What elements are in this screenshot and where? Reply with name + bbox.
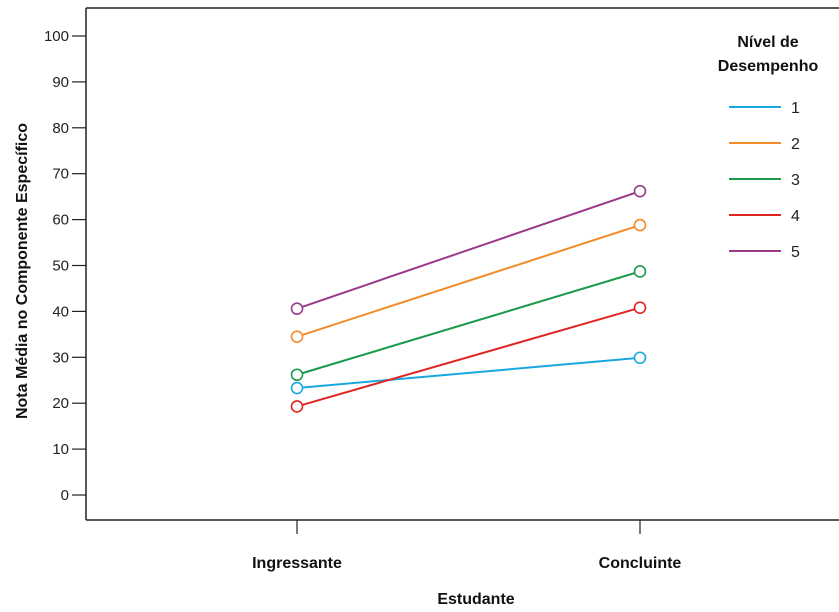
data-point-2-concluinte — [633, 218, 647, 232]
series-line-1 — [296, 356, 641, 390]
series-4 — [290, 301, 647, 413]
x-axis-categories: Ingressante Concluinte — [252, 520, 681, 572]
data-point-3-ingressante — [290, 368, 304, 382]
y-tick-label-40: 40 — [52, 303, 69, 320]
series-group — [290, 184, 647, 413]
data-point-3-concluinte — [633, 265, 647, 278]
data-point-4-ingressante — [290, 400, 304, 413]
legend-item-3: 3 — [729, 172, 800, 189]
series-line-2 — [296, 224, 641, 338]
legend-items: 1 2 3 4 5 — [729, 100, 800, 261]
y-tick-label-50: 50 — [52, 258, 69, 275]
series-2 — [290, 218, 647, 343]
legend-label-3: 3 — [791, 172, 800, 189]
y-tick-label-0: 0 — [61, 487, 69, 504]
y-tick-label-20: 20 — [52, 395, 69, 412]
data-point-5-ingressante — [290, 302, 304, 315]
series-line-5 — [296, 190, 641, 310]
legend-item-1: 1 — [729, 100, 800, 117]
legend-item-4: 4 — [729, 208, 800, 225]
axes — [85, 7, 839, 521]
legend-item-5: 5 — [729, 244, 800, 261]
y-tick-label-70: 70 — [52, 166, 69, 183]
legend-item-2: 2 — [729, 136, 800, 153]
x-axis-title: Estudante — [437, 591, 514, 608]
data-point-1-concluinte — [633, 351, 647, 365]
y-axis-ticks: 0 10 20 30 40 50 60 70 80 90 100 — [44, 28, 86, 504]
legend-title-line2: Desempenho — [718, 58, 819, 75]
y-tick-label-60: 60 — [52, 212, 69, 229]
legend: Nível de Desempenho 1 2 3 4 5 — [718, 34, 819, 261]
data-point-5-concluinte — [633, 184, 647, 198]
legend-label-2: 2 — [791, 136, 800, 153]
y-tick-label-80: 80 — [52, 120, 69, 137]
y-tick-label-10: 10 — [52, 441, 69, 458]
series-3 — [290, 265, 647, 382]
series-1 — [290, 351, 647, 395]
legend-label-5: 5 — [791, 244, 800, 261]
data-point-4-concluinte — [633, 301, 647, 315]
data-point-2-ingressante — [290, 330, 304, 343]
legend-title-line1: Nível de — [737, 34, 798, 51]
x-category-label-2: Concluinte — [599, 555, 682, 572]
series-line-3 — [296, 270, 641, 376]
series-line-4 — [296, 306, 641, 408]
y-tick-label-30: 30 — [52, 349, 69, 366]
x-category-label-1: Ingressante — [252, 555, 342, 572]
y-tick-label-90: 90 — [52, 74, 69, 91]
y-axis-title: Nota Média no Componente Específico — [14, 123, 31, 419]
legend-label-4: 4 — [791, 208, 800, 225]
data-point-1-ingressante — [290, 381, 304, 395]
y-tick-label-100: 100 — [44, 28, 69, 45]
series-5 — [290, 184, 647, 315]
legend-label-1: 1 — [791, 100, 800, 117]
